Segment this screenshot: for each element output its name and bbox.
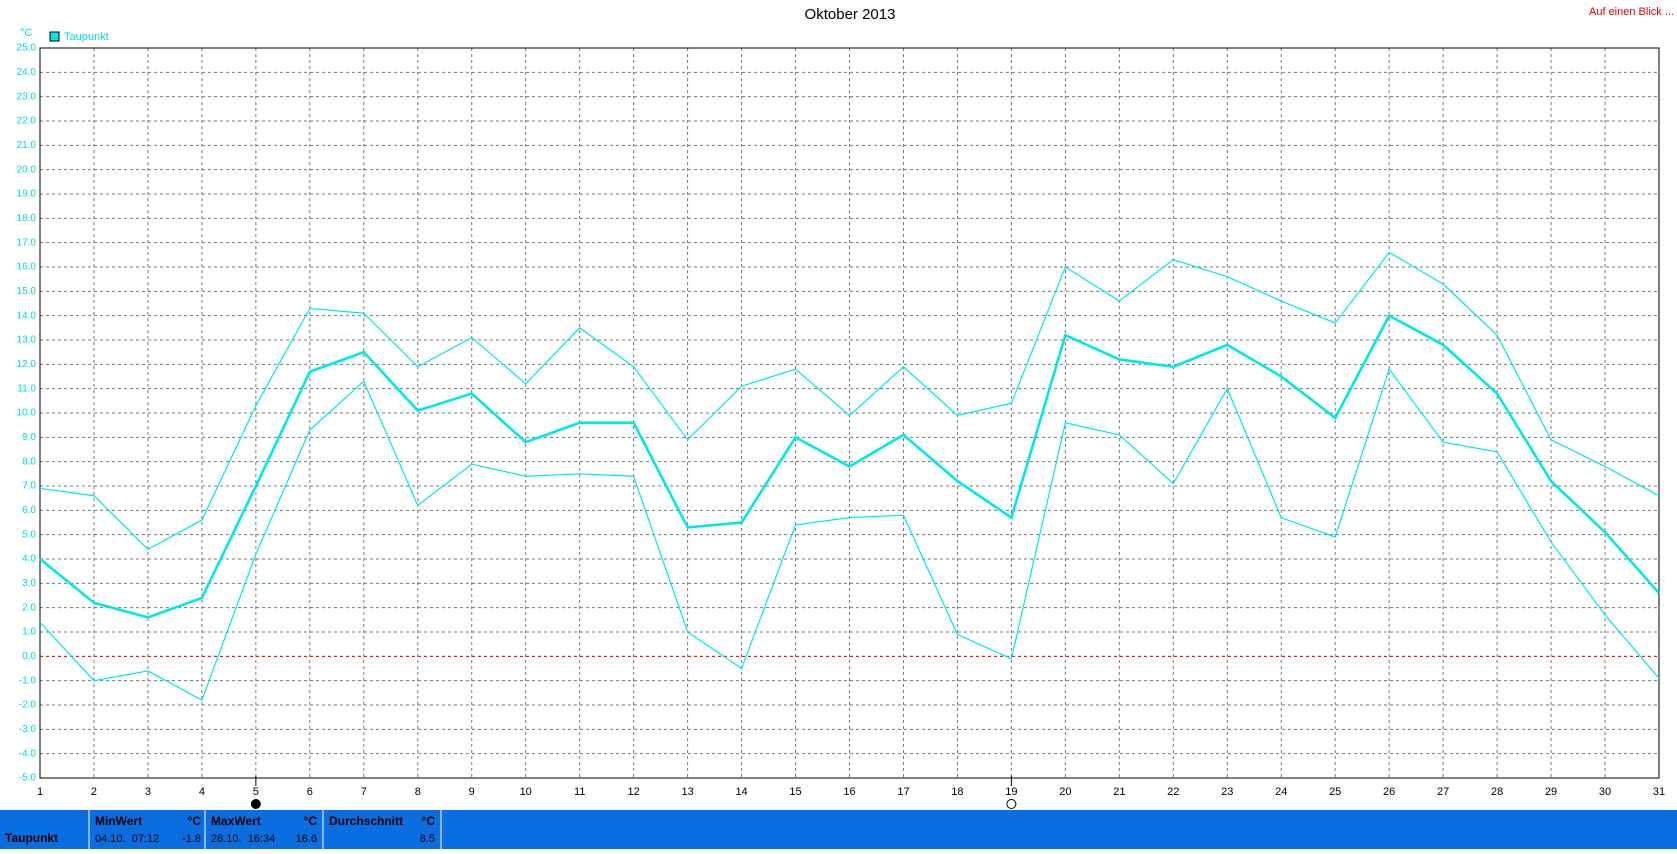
x-tick-label: 4 — [199, 786, 205, 798]
summary-bar — [0, 810, 1677, 849]
moon-phase — [250, 799, 261, 809]
x-tick-label: 8 — [415, 786, 421, 798]
y-tick-label: 20.0 — [17, 164, 37, 175]
legend-label: Taupunkt — [64, 31, 109, 43]
series-line — [39, 251, 1660, 551]
plot-frame — [39, 47, 1660, 779]
x-tick-label: 15 — [789, 786, 801, 798]
y-tick-label: 10.0 — [17, 408, 37, 419]
y-tick-label: 13.0 — [17, 335, 37, 346]
x-tick-label: 2 — [91, 786, 97, 798]
y-tick-label: 11.0 — [17, 383, 36, 394]
summary-value: 16.6 — [296, 833, 317, 845]
x-tick-label: 9 — [469, 786, 475, 798]
y-tick-label: 9.0 — [22, 432, 36, 443]
x-tick-label: 25 — [1329, 786, 1341, 798]
x-tick-label: 20 — [1059, 786, 1071, 798]
y-tick-label: 0.0 — [22, 651, 36, 662]
x-tick-label: 27 — [1437, 786, 1449, 798]
summary-unit: °C — [422, 814, 436, 828]
y-tick-label: 23.0 — [17, 91, 37, 102]
y-tick-label: 5.0 — [22, 529, 36, 540]
y-tick-label: 2.0 — [22, 602, 36, 613]
summary-dividers — [88, 810, 442, 849]
y-tick-label: 24.0 — [17, 67, 37, 78]
summary-row-label: Taupunkt — [5, 831, 58, 845]
x-tick-label: 16 — [843, 786, 855, 798]
y-tick-label: 1.0 — [22, 627, 36, 638]
y-tick-label: 16.0 — [17, 262, 37, 273]
y-tick-label: 25.0 — [17, 43, 37, 54]
summary-time: 26.10. 16:34 — [211, 833, 275, 845]
x-tick-label: 10 — [520, 786, 532, 798]
summary-unit: °C — [188, 814, 202, 828]
x-tick-label: 31 — [1653, 786, 1665, 798]
y-tick-label: 12.0 — [17, 359, 37, 370]
y-tick-label: 3.0 — [22, 578, 36, 589]
summary-value: -1.8 — [182, 833, 201, 845]
x-tick-label: 30 — [1599, 786, 1611, 798]
legend-swatch — [49, 31, 60, 42]
x-tick-label: 11 — [574, 786, 585, 798]
summary-value: 8.5 — [420, 833, 435, 845]
y-tick-label: 18.0 — [17, 213, 37, 224]
y-tick-label: -3.0 — [19, 724, 37, 735]
y-tick-label: 14.0 — [17, 310, 37, 321]
chart-title: Oktober 2013 — [805, 6, 896, 23]
x-tick-label: 6 — [307, 786, 313, 798]
series-line — [39, 367, 1660, 701]
x-tick-label: 24 — [1275, 786, 1287, 798]
x-tick-label: 5 — [253, 786, 259, 798]
x-tick-label: 26 — [1383, 786, 1395, 798]
y-tick-label: -4.0 — [19, 748, 37, 759]
x-tick-label: 1 — [37, 786, 43, 798]
y-tick-label: 19.0 — [17, 189, 37, 200]
summary-title: MaxWert — [211, 814, 261, 828]
x-tick-label: 3 — [145, 786, 151, 798]
x-tick-label: 22 — [1167, 786, 1179, 798]
summary-unit: °C — [304, 814, 318, 828]
y-tick-label: 4.0 — [22, 554, 36, 565]
x-tick-label: 14 — [735, 786, 747, 798]
x-tick-label: 13 — [681, 786, 693, 798]
y-tick-label: 17.0 — [17, 237, 37, 248]
overview-link[interactable]: Auf einen Blick ... — [1589, 6, 1674, 18]
summary-time: 04.10. 07:12 — [95, 833, 159, 845]
x-tick-label: 18 — [951, 786, 963, 798]
y-tick-label: 22.0 — [17, 116, 37, 127]
y-tick-label: 6.0 — [22, 505, 36, 516]
moon-phase — [1006, 799, 1017, 809]
x-tick-label: 29 — [1545, 786, 1557, 798]
x-tick-label: 12 — [628, 786, 640, 798]
x-tick-label: 21 — [1113, 786, 1125, 798]
x-tick-label: 28 — [1491, 786, 1503, 798]
series-line — [39, 313, 1660, 619]
y-tick-label: 15.0 — [17, 286, 37, 297]
x-tick-label: 17 — [897, 786, 909, 798]
x-tick-label: 23 — [1221, 786, 1233, 798]
y-tick-label: 21.0 — [17, 140, 37, 151]
y-tick-label: -1.0 — [19, 675, 37, 686]
x-tick-label: 19 — [1005, 786, 1017, 798]
x-tick-label: 7 — [361, 786, 367, 798]
y-tick-label: 8.0 — [22, 456, 36, 467]
y-unit: °C — [20, 27, 32, 39]
y-tick-label: -2.0 — [19, 700, 37, 711]
summary-title: Durchschnitt — [329, 814, 403, 828]
summary-title: MinWert — [95, 814, 142, 828]
y-tick-label: 7.0 — [22, 481, 36, 492]
y-tick-label: -5.0 — [19, 773, 37, 784]
